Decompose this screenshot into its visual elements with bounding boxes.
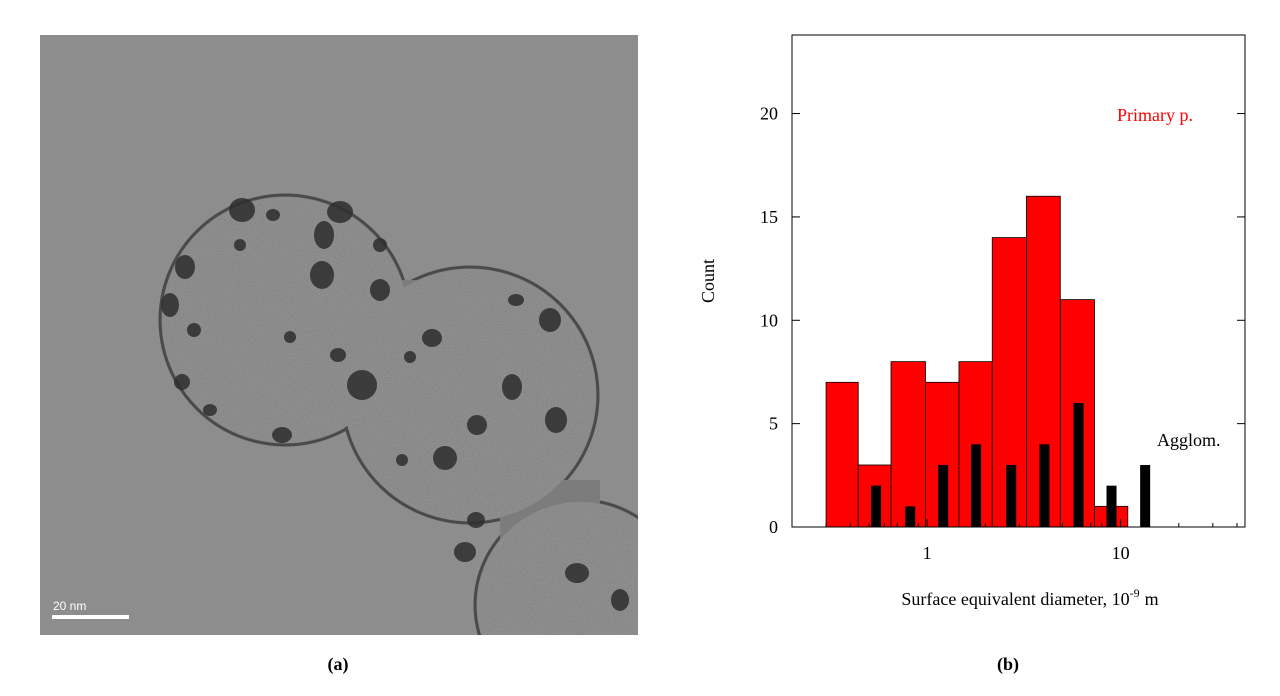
plot-frame <box>791 34 1246 528</box>
bar <box>1140 464 1151 527</box>
y-tick-label: 0 <box>769 517 778 537</box>
bar <box>1006 464 1017 527</box>
x-axis-label-unit: m <box>1145 589 1159 609</box>
bar <box>890 361 926 528</box>
y-axis-label: Count <box>698 259 718 303</box>
x-tick-label: 1 <box>923 543 932 563</box>
series-label: Primary p. <box>1117 105 1193 125</box>
y-tick-label: 5 <box>769 414 778 434</box>
panel-label: (a) <box>328 654 349 675</box>
panel-label: (b) <box>997 654 1019 675</box>
x-axis-label: Surface equivalent diameter, 10-9 m <box>901 586 1158 609</box>
bar <box>1073 402 1084 527</box>
bar <box>1106 485 1117 527</box>
series-label: Agglom. <box>1157 430 1221 450</box>
tem-image: 20 nm <box>40 35 638 635</box>
bar <box>938 464 949 527</box>
bar <box>1039 444 1050 527</box>
y-tick-label: 20 <box>760 104 778 124</box>
bar <box>971 444 982 527</box>
x-tick-label: 10 <box>1112 543 1130 563</box>
bar <box>905 506 916 527</box>
y-tick-label: 10 <box>760 310 778 330</box>
scale-bar-label: 20 nm <box>53 599 86 613</box>
x-axis-label-exp: -9 <box>1130 586 1140 600</box>
bar <box>871 485 882 527</box>
bar <box>825 381 859 528</box>
x-axis-label-text: Surface equivalent diameter, 10 <box>901 589 1129 609</box>
y-tick-label: 15 <box>760 207 778 227</box>
